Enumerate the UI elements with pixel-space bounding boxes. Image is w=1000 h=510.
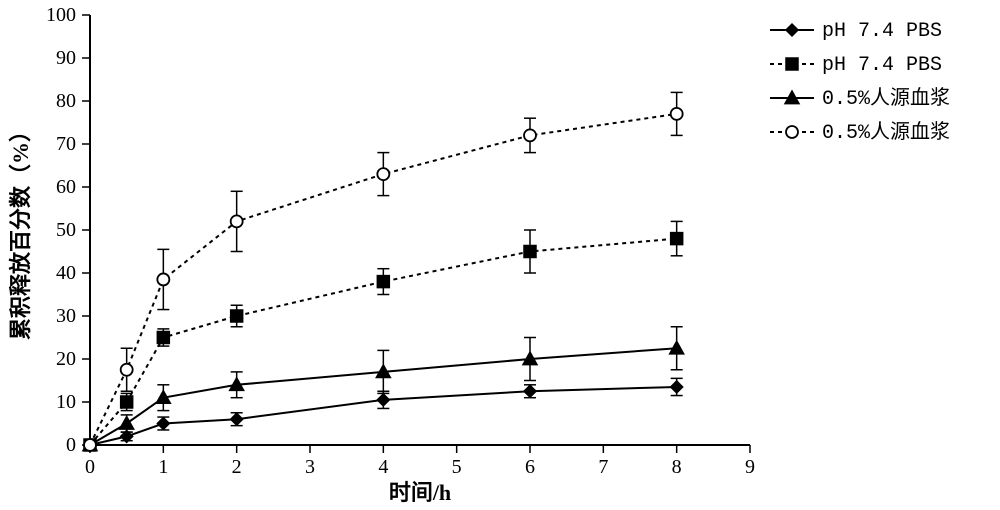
y-tick-label: 20: [56, 348, 76, 370]
x-tick-label: 6: [525, 456, 535, 478]
y-tick-label: 30: [56, 305, 76, 327]
legend-label: 0.5%人源血浆: [822, 120, 950, 145]
y-tick-label: 70: [56, 133, 76, 155]
y-axis-label: 累积释放百分数（%）: [8, 120, 33, 340]
y-tick-label: 100: [46, 4, 76, 26]
legend-label: 0.5%人源血浆: [822, 86, 950, 111]
y-tick-label: 0: [66, 434, 76, 456]
x-tick-label: 3: [305, 456, 315, 478]
y-tick-label: 60: [56, 176, 76, 198]
x-tick-label: 7: [598, 456, 608, 478]
legend-label: pH 7.4 PBS: [822, 54, 942, 77]
x-tick-label: 5: [452, 456, 462, 478]
x-tick-label: 0: [85, 456, 95, 478]
y-tick-label: 80: [56, 90, 76, 112]
y-tick-label: 10: [56, 391, 76, 413]
x-tick-label: 9: [745, 456, 755, 478]
x-tick-label: 1: [158, 456, 168, 478]
chart-svg: 01234567890102030405060708090100时间/h累积释放…: [0, 0, 1000, 510]
y-tick-label: 40: [56, 262, 76, 284]
x-axis-label: 时间/h: [389, 480, 451, 505]
y-tick-label: 90: [56, 47, 76, 69]
y-tick-label: 50: [56, 219, 76, 241]
x-tick-label: 2: [232, 456, 242, 478]
x-tick-label: 8: [672, 456, 682, 478]
x-tick-label: 4: [378, 456, 388, 478]
release-chart: 01234567890102030405060708090100时间/h累积释放…: [0, 0, 1000, 510]
legend-label: pH 7.4 PBS: [822, 20, 942, 43]
